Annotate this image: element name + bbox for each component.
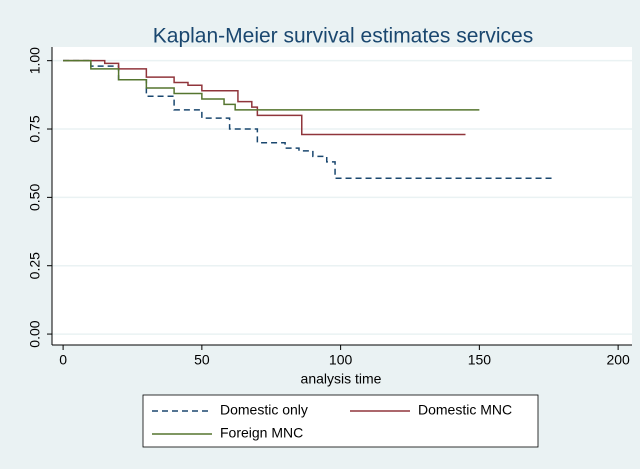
chart-title: Kaplan-Meier survival estimates services (153, 25, 533, 48)
legend-label: Foreign MNC (220, 425, 303, 441)
x-tick-label: 0 (59, 352, 67, 368)
x-axis-label: analysis time (301, 371, 382, 387)
x-tick-label: 100 (329, 352, 353, 368)
x-tick-label: 150 (468, 352, 492, 368)
legend-label: Domestic MNC (418, 402, 512, 418)
y-tick-label: 0.25 (27, 252, 43, 279)
y-tick-label: 0.50 (27, 184, 43, 211)
y-tick-label: 0.75 (27, 115, 43, 142)
survival-curve (63, 59, 480, 111)
legend-label: Domestic only (220, 402, 308, 418)
y-tick-label: 1.00 (27, 47, 43, 74)
x-tick-label: 50 (194, 352, 210, 368)
plot-area (52, 47, 632, 345)
legend (142, 394, 539, 448)
y-tick-label: 0.00 (27, 320, 43, 347)
x-tick-label: 200 (606, 352, 630, 368)
